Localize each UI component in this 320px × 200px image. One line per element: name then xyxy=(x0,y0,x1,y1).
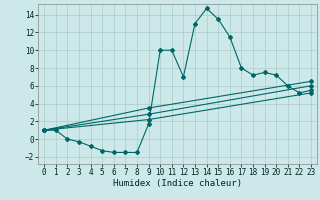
X-axis label: Humidex (Indice chaleur): Humidex (Indice chaleur) xyxy=(113,179,242,188)
